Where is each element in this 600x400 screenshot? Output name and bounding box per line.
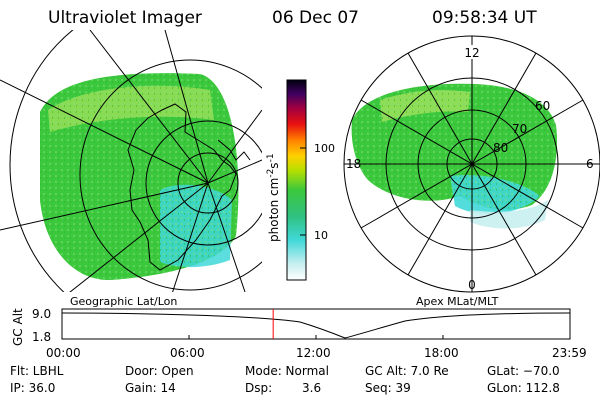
status-dsp-value: 3.6 [302, 381, 322, 395]
status-filter: Flt: LBHL [10, 364, 64, 378]
altitude-plot: 9.0 1.8 GC Alt [11, 307, 571, 346]
polar-map-caption: Apex MLat/MLT [416, 295, 499, 308]
coastline [127, 103, 237, 271]
aurora-edge-geo [40, 73, 239, 281]
mlt-label-6: 6 [586, 157, 594, 171]
status-mode: Mode: Normal [245, 364, 329, 378]
colorbar-unit-label: photon cm-2s-1 [266, 153, 281, 242]
mlat-label-70: 70 [512, 122, 527, 136]
coastline-east [217, 139, 251, 161]
geographic-map [0, 30, 262, 292]
status-gc-alt: GC Alt: 7.0 Re [365, 364, 449, 378]
mlat-label-60: 60 [535, 99, 550, 113]
color-scale-bar: 100 10 photon cm-2s-1 [266, 79, 335, 281]
mlat-label-80: 80 [493, 141, 508, 155]
altitude-xtick-1200: 12:00 [296, 346, 331, 360]
status-door: Door: Open [125, 364, 194, 378]
status-seq: Seq: 39 [365, 381, 411, 395]
colorbar-tick-100: 100 [314, 142, 335, 155]
altitude-xtick-1800: 18:00 [424, 346, 459, 360]
altitude-ytick-low: 1.8 [32, 330, 51, 344]
time-label: 09:58:34 UT [432, 8, 537, 28]
polar-map: 12 18 6 0 60 70 80 [343, 35, 600, 293]
mlt-label-18: 18 [346, 157, 361, 171]
altitude-ylabel: GC Alt [11, 308, 25, 346]
mlt-label-12: 12 [464, 46, 479, 60]
aurora-pale-fringe-polar [470, 200, 548, 229]
status-dsp-label: Dsp: [245, 381, 273, 395]
altitude-xtick-0000: 00:00 [46, 346, 81, 360]
colorbar-tick-10: 10 [314, 229, 328, 242]
altitude-xtick-2359: 23:59 [552, 346, 587, 360]
geo-grid [0, 30, 262, 292]
status-glat: GLat: −70.0 [487, 364, 560, 378]
altitude-xtick-0600: 06:00 [170, 346, 205, 360]
polar-grid [343, 35, 600, 293]
status-gain: Gain: 14 [125, 381, 176, 395]
status-glon: GLon: 112.8 [487, 381, 560, 395]
mlt-label-0: 0 [468, 278, 476, 292]
altitude-ytick-high: 9.0 [32, 307, 51, 321]
geo-map-caption: Geographic Lat/Lon [70, 295, 177, 308]
instrument-title: Ultraviolet Imager [48, 8, 202, 28]
date-label: 06 Dec 07 [272, 8, 359, 28]
altitude-curve [61, 312, 571, 339]
status-ip: IP: 36.0 [10, 381, 56, 395]
